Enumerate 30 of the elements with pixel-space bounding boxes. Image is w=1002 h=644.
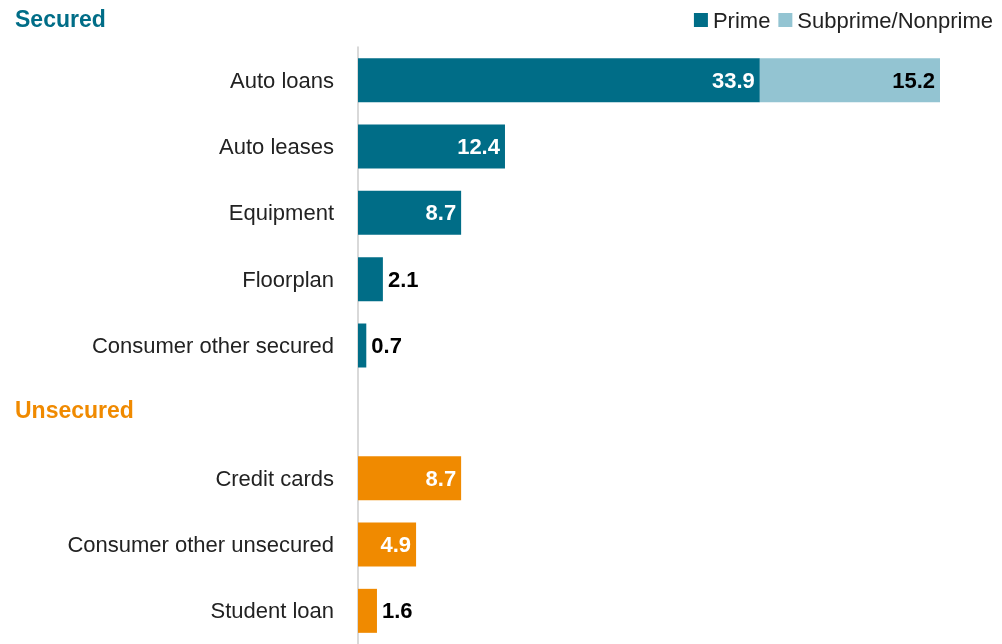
data-label: 4.9	[380, 532, 412, 557]
y-tick-label: Auto leases	[219, 134, 334, 159]
data-label: 0.7	[371, 333, 402, 358]
y-tick-label: Student loan	[210, 598, 334, 624]
bar	[358, 456, 462, 501]
text: Unsecured	[15, 397, 134, 424]
bar	[358, 58, 760, 103]
data-label: 15.2	[892, 67, 935, 93]
bar	[358, 124, 505, 169]
data-label: 33.9	[712, 67, 755, 93]
y-tick-label: Consumer other secured	[91, 333, 334, 358]
legend-label: Prime	[712, 7, 771, 33]
y-tick-label: Consumer other unsecured	[67, 532, 334, 557]
bar	[358, 257, 383, 302]
bar	[358, 190, 462, 235]
data-label: 1.6	[381, 598, 413, 624]
bar	[759, 58, 940, 103]
text: Secured	[15, 5, 106, 32]
data-label: 8.7	[425, 200, 457, 226]
data-label: 8.7	[425, 465, 457, 491]
data-label: 2.1	[387, 266, 419, 292]
y-tick-label: Equipment	[228, 200, 334, 226]
legend-label: Subprime/Nonprime	[797, 7, 993, 33]
bar	[358, 522, 417, 567]
data-label: 12.4	[457, 134, 501, 159]
bar	[358, 323, 367, 368]
bar	[358, 588, 377, 633]
y-tick-label: Floorplan	[242, 266, 334, 292]
y-tick-label: Credit cards	[215, 465, 334, 491]
y-tick-label: Auto loans	[230, 67, 334, 93]
